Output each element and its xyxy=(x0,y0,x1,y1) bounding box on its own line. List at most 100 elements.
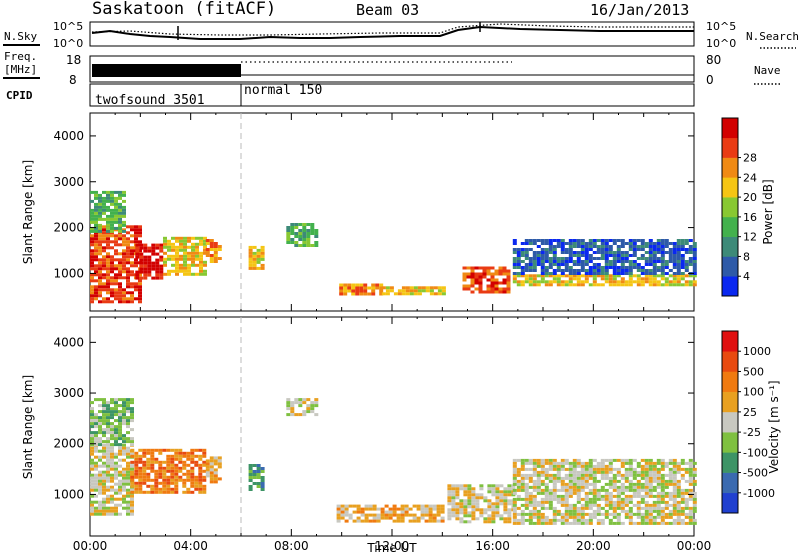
data-cell xyxy=(536,280,541,284)
data-cell xyxy=(130,252,134,256)
data-cell xyxy=(130,472,135,476)
data-cell xyxy=(676,260,681,263)
data-cell xyxy=(644,494,649,498)
colorbar-tick-label: 100 xyxy=(743,386,764,399)
data-cell xyxy=(604,263,609,266)
data-cell xyxy=(495,502,500,506)
data-cell xyxy=(604,503,609,507)
data-cell xyxy=(652,254,657,257)
data-cell xyxy=(644,280,649,284)
data-cell xyxy=(470,278,475,282)
data-cell xyxy=(130,407,134,411)
data-cell xyxy=(648,470,653,474)
data-cell xyxy=(584,272,589,275)
data-cell xyxy=(660,254,665,257)
data-cell xyxy=(494,272,499,276)
data-cell xyxy=(302,232,307,235)
data-cell xyxy=(664,242,669,245)
data-cell xyxy=(90,425,94,429)
data-cell xyxy=(564,263,569,266)
data-cell xyxy=(580,239,585,242)
power-region-5 xyxy=(248,245,265,270)
data-cell xyxy=(102,506,106,510)
data-cell xyxy=(676,274,681,278)
power-plot-frame xyxy=(89,112,695,312)
data-cell xyxy=(576,488,581,492)
data-cell xyxy=(175,272,179,276)
data-cell xyxy=(459,502,464,506)
data-cell xyxy=(286,413,291,417)
data-cell xyxy=(475,508,480,512)
data-cell xyxy=(520,482,525,486)
data-cell xyxy=(471,487,476,491)
data-cell xyxy=(102,228,106,232)
data-cell xyxy=(620,497,625,501)
data-cell xyxy=(94,500,98,504)
data-cell xyxy=(664,500,669,504)
data-cell xyxy=(110,190,114,194)
data-cell xyxy=(98,273,102,277)
data-cell xyxy=(94,196,98,200)
data-cell xyxy=(106,479,110,483)
data-cell xyxy=(676,242,681,245)
data-cell xyxy=(632,488,637,492)
data-cell xyxy=(536,239,541,242)
data-cell xyxy=(217,456,222,460)
data-cell xyxy=(636,263,641,266)
data-cell xyxy=(612,521,617,525)
data-cell xyxy=(102,509,106,513)
data-cell xyxy=(516,283,521,287)
data-cell xyxy=(648,248,653,251)
data-cell xyxy=(612,488,617,492)
data-cell xyxy=(130,234,134,238)
data-cell xyxy=(684,239,689,242)
data-cell xyxy=(102,434,106,438)
data-cell xyxy=(664,263,669,266)
data-cell xyxy=(580,470,585,474)
data-cell xyxy=(596,245,601,248)
data-cell xyxy=(540,518,545,522)
data-cell xyxy=(90,401,94,405)
data-cell xyxy=(155,273,160,277)
data-cell xyxy=(451,505,456,509)
data-cell xyxy=(451,493,456,497)
data-cell xyxy=(692,272,697,275)
data-cell xyxy=(640,512,645,516)
data-cell xyxy=(118,285,122,289)
data-cell xyxy=(194,463,199,467)
data-cell xyxy=(604,239,609,242)
data-cell xyxy=(668,494,673,498)
data-cell xyxy=(252,476,257,479)
data-cell xyxy=(644,521,649,525)
freq-tick-low: 8 xyxy=(69,73,77,87)
data-cell xyxy=(688,239,693,242)
noise-left-tick-low: 10^0 xyxy=(53,37,83,50)
data-cell xyxy=(205,468,210,472)
data-cell xyxy=(552,473,557,477)
data-cell xyxy=(122,288,126,292)
data-cell xyxy=(364,513,369,517)
data-cell xyxy=(110,452,114,456)
data-cell xyxy=(306,232,311,235)
data-cell xyxy=(118,488,122,492)
data-cell xyxy=(668,476,673,480)
data-cell xyxy=(306,410,311,414)
data-cell xyxy=(495,484,500,488)
data-cell xyxy=(628,239,633,242)
data-cell xyxy=(620,473,625,477)
data-cell xyxy=(524,473,529,477)
data-cell xyxy=(294,413,299,417)
data-cell xyxy=(154,448,159,452)
data-cell xyxy=(102,401,106,405)
data-cell xyxy=(498,287,503,291)
data-cell xyxy=(478,290,483,294)
data-cell xyxy=(604,512,609,516)
data-cell xyxy=(290,404,295,408)
data-cell xyxy=(106,446,110,450)
data-cell xyxy=(540,251,545,254)
data-cell xyxy=(632,521,637,525)
data-cell xyxy=(203,245,207,249)
data-cell xyxy=(102,476,106,480)
data-cell xyxy=(688,283,693,287)
